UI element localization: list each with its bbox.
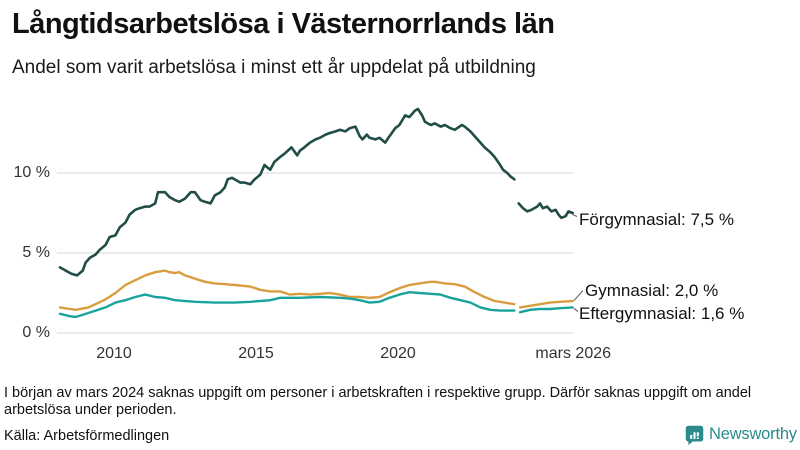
series-lines	[58, 107, 575, 319]
x-axis-tick-label: mars 2026	[535, 345, 612, 362]
y-axis-tick-label: 5 %	[22, 244, 50, 261]
x-axis-tick-label: 2015	[238, 345, 274, 362]
connector-gymnasial	[573, 290, 584, 301]
series-label-forgymnasial: Förgymnasial: 7,5 %	[579, 210, 734, 229]
y-axis-tick-label: 0 %	[22, 324, 50, 341]
series-line-förgymnasial	[58, 107, 516, 277]
label-connectors	[572, 213, 584, 312]
connector-eftergymnasial	[573, 308, 579, 312]
footnote: I början av mars 2024 saknas uppgift om …	[4, 385, 752, 418]
series-line-eftergymnasial	[518, 306, 574, 314]
connector-forgymnasial	[572, 213, 578, 218]
series-line-förgymnasial	[517, 202, 575, 220]
series-line-gymnasial	[518, 299, 574, 309]
series-label-gymnasial: Gymnasial: 2,0 %	[585, 281, 719, 300]
series-label-eftergymnasial: Eftergymnasial: 1,6 %	[579, 304, 745, 323]
y-axis-tick-label: 10 %	[13, 164, 50, 181]
page-subtitle: Andel som varit arbetslösa i minst ett å…	[12, 57, 536, 78]
series-line-gymnasial	[58, 269, 516, 311]
gridlines	[57, 172, 573, 334]
bar-chart-bubble-icon	[685, 425, 704, 445]
series-line-eftergymnasial	[58, 291, 516, 319]
page-title: Långtidsarbetslösa i Västernorrlands län	[12, 8, 555, 40]
logo-text: Newsworthy	[709, 425, 797, 443]
source-credit: Källa: Arbetsförmedlingen	[4, 428, 170, 444]
x-axis-tick-label: 2020	[380, 345, 416, 362]
newsworthy-logo[interactable]: Newsworthy	[684, 424, 797, 445]
x-axis-tick-label: 2010	[96, 345, 132, 362]
